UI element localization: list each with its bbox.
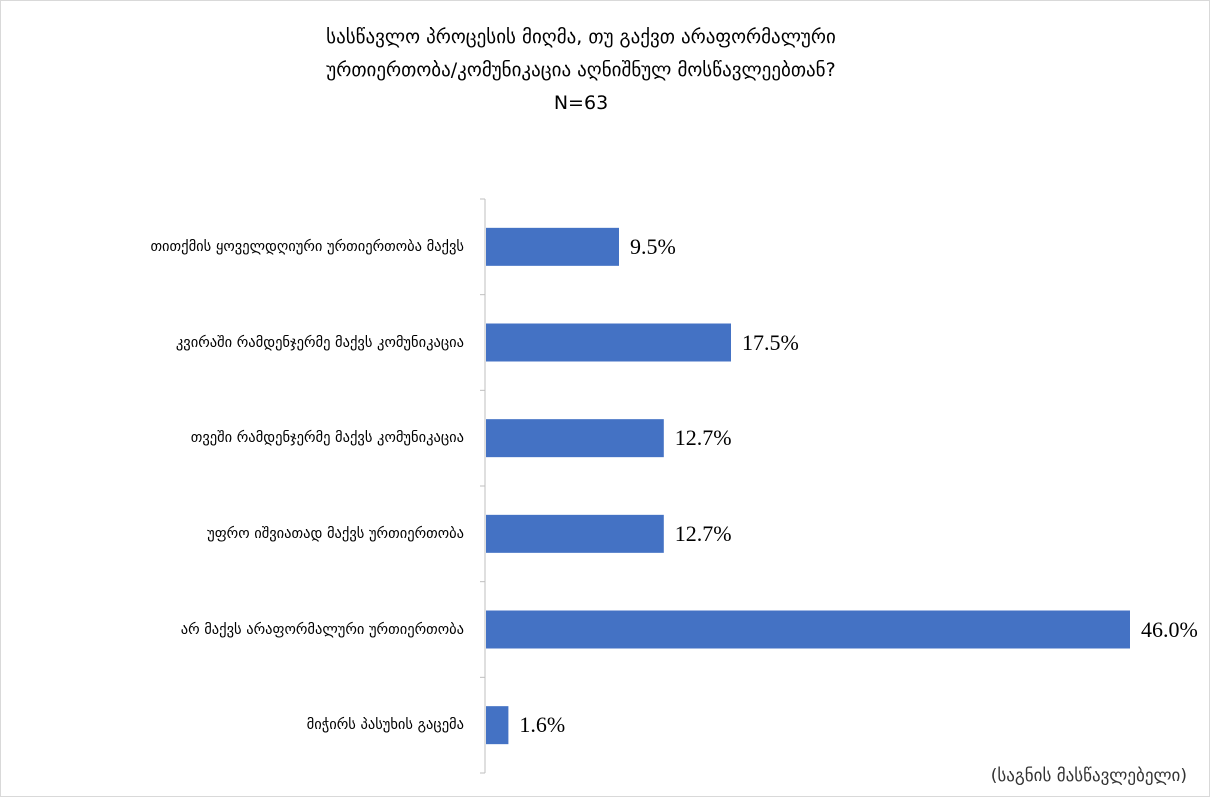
- category-label-3: უფრო იშვიათად მაქვს ურთიერთობა: [207, 525, 464, 542]
- category-label-2: თვეში რამდენჯერმე მაქვს კომუნიკაცია: [190, 430, 464, 447]
- source-note: (საგნის მასწავლებელი): [990, 766, 1187, 786]
- bar-4: [486, 610, 1130, 649]
- value-label-4: 46.0%: [1141, 616, 1198, 642]
- category-label-1: კვირაში რამდენჯერმე მაქვს კომუნიკაცია: [175, 334, 464, 351]
- chart-title-line-3: N=63: [553, 92, 609, 114]
- value-label-1: 17.5%: [742, 329, 799, 355]
- bar-3: [486, 514, 664, 553]
- bar-1: [486, 323, 731, 362]
- category-label-5: მიჭირს პასუხის გაცემა: [306, 717, 464, 734]
- value-label-0: 9.5%: [630, 233, 676, 259]
- value-label-3: 12.7%: [674, 520, 732, 546]
- value-label-5: 1.6%: [519, 712, 566, 738]
- category-label-4: არ მაქვს არაფორმალური ურთიერთობა: [180, 621, 464, 638]
- chart-title-line-2: ურთიერთობა/კომუნიკაცია აღნიშნულ მოსწავლე…: [326, 59, 836, 81]
- bar-2: [486, 419, 664, 458]
- bar-5: [486, 706, 509, 745]
- category-label-0: თითქმის ყოველდღიური ურთიერთობა მაქვს: [150, 238, 464, 255]
- bar-0: [486, 227, 619, 266]
- chart-title-line-1: სასწავლო პროცესის მიღმა, თუ გაქვთ არაფორ…: [326, 26, 836, 48]
- chart-title: სასწავლო პროცესის მიღმა, თუ გაქვთ არაფორ…: [81, 21, 1081, 120]
- value-label-2: 12.7%: [674, 425, 732, 451]
